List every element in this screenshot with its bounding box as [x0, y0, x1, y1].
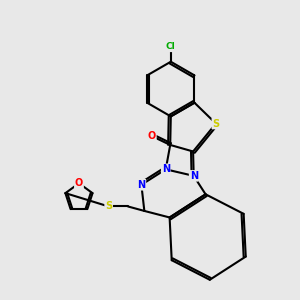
Text: S: S [105, 202, 112, 212]
Text: Cl: Cl [166, 42, 176, 51]
Text: N: N [137, 180, 146, 190]
Text: O: O [75, 178, 83, 188]
Text: O: O [148, 131, 156, 141]
Text: N: N [162, 164, 170, 174]
Text: N: N [190, 171, 198, 181]
Text: S: S [212, 118, 219, 128]
